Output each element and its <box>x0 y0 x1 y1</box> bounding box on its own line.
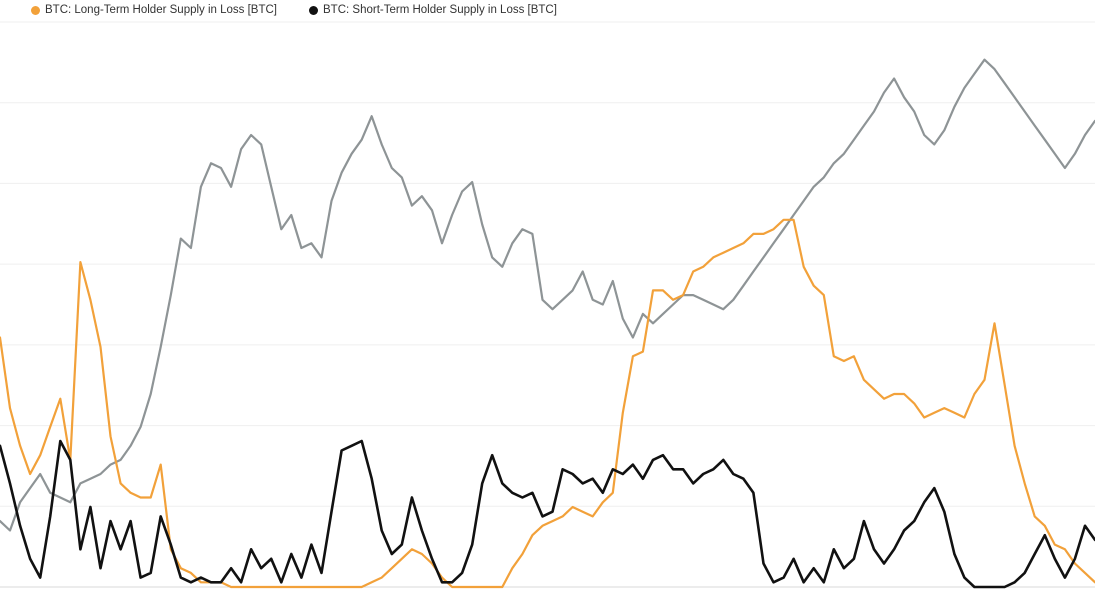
legend-dot-lth <box>31 5 40 15</box>
series-line-grey <box>0 58 1095 532</box>
legend-item-sth[interactable]: BTC: Short-Term Holder Supply in Loss [B… <box>309 4 557 16</box>
legend-label-sth: BTC: Short-Term Holder Supply in Loss [B… <box>323 4 557 16</box>
gridlines <box>0 21 1095 588</box>
legend-label-lth: BTC: Long-Term Holder Supply in Loss [BT… <box>45 4 278 16</box>
series-line-sth-supply-in-loss <box>0 439 1095 589</box>
legend-item-lth[interactable]: BTC: Long-Term Holder Supply in Loss [BT… <box>31 4 277 16</box>
legend-dot-sth <box>309 5 319 15</box>
chart-legend: BTC: Long-Term Holder Supply in Loss [BT… <box>31 3 589 17</box>
series-lines <box>0 58 1095 589</box>
series-line-lth-supply-in-loss <box>0 218 1095 589</box>
